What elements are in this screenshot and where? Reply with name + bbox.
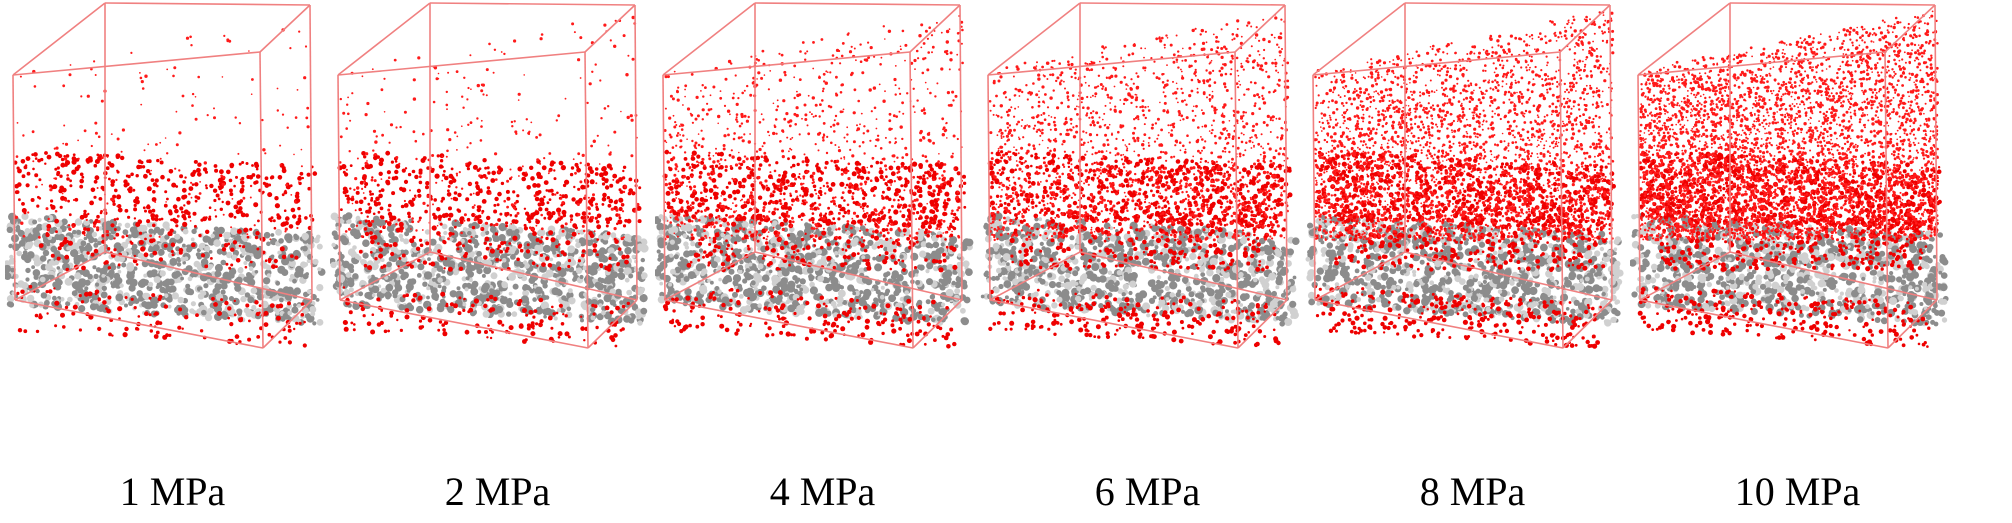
simulation-box-4	[980, 2, 1300, 349]
free-gas	[1638, 10, 1939, 242]
free-gas	[663, 15, 964, 242]
box-edges	[987, 2, 1288, 349]
panel-4: 6 MPa	[980, 0, 1315, 523]
simulation-box-6	[1630, 2, 1949, 349]
panel-5: 8 MPa	[1305, 0, 1640, 523]
box-edges	[337, 2, 638, 349]
simulation-box-5	[1305, 2, 1624, 349]
box-edges	[1637, 2, 1938, 349]
simulation-box-3	[655, 2, 974, 349]
pressure-label: 10 MPa	[1630, 470, 1965, 514]
panel-1: 1 MPa	[5, 0, 340, 523]
box-edges	[1312, 2, 1613, 349]
free-gas	[14, 28, 310, 241]
panel-2: 2 MPa	[330, 0, 665, 523]
pressure-label: 1 MPa	[5, 470, 340, 514]
coal-matrix	[655, 213, 974, 326]
pressure-label: 6 MPa	[980, 470, 1315, 514]
free-gas	[338, 15, 640, 241]
free-gas	[1313, 10, 1615, 242]
panel-3: 4 MPa	[655, 0, 990, 523]
adsorbed-layer	[662, 149, 967, 349]
simulation-box-1	[5, 2, 326, 349]
pressure-label: 8 MPa	[1305, 470, 1640, 514]
pressure-label: 2 MPa	[330, 470, 665, 514]
coal-matrix	[5, 212, 326, 326]
panel-6: 10 MPa	[1630, 0, 1965, 523]
adsorbed-layer	[987, 150, 1293, 348]
pressure-label: 4 MPa	[655, 470, 990, 514]
box-edges	[12, 2, 313, 349]
adsorbed-layer	[337, 150, 642, 348]
simulation-box-2	[330, 2, 649, 349]
adsorbed-layer	[13, 151, 318, 348]
box-edges	[662, 2, 963, 349]
